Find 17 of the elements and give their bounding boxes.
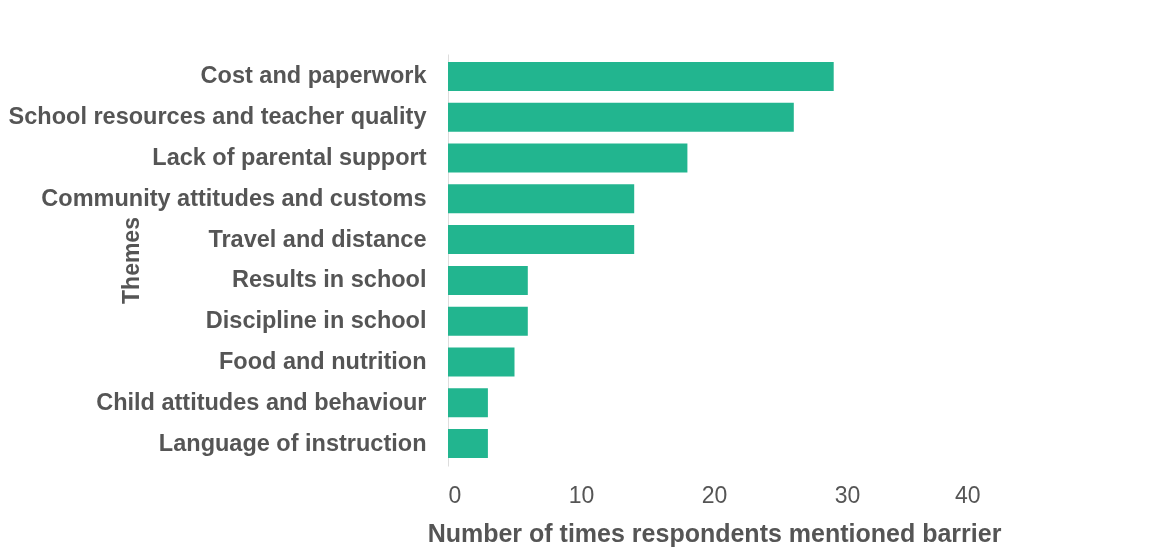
x-tick-label: 20 [701, 481, 728, 508]
y-tick-label: Cost and paperwork [200, 62, 428, 89]
x-tick-label: 30 [834, 481, 861, 508]
y-axis-title: Themes [117, 217, 144, 304]
y-tick-label: Language of instruction [158, 429, 427, 456]
y-tick-label: Lack of parental support [152, 144, 427, 171]
y-tick-label: Discipline in school [205, 307, 427, 334]
x-tick-label: 0 [448, 481, 462, 508]
y-tick-label: Food and nutrition [218, 347, 427, 374]
y-tick-label: Travel and distance [208, 225, 427, 252]
y-tick-label: Results in school [231, 266, 427, 293]
x-tick-label: 40 [954, 481, 981, 508]
y-tick-label: Child attitudes and behaviour [96, 388, 427, 415]
y-tick-label: School resources and teacher quality [8, 103, 427, 130]
y-tick-label: Community attitudes and customs [41, 184, 427, 211]
x-tick-label: 10 [568, 481, 595, 508]
x-axis-title: Number of times respondents mentioned barrier [427, 518, 1002, 547]
